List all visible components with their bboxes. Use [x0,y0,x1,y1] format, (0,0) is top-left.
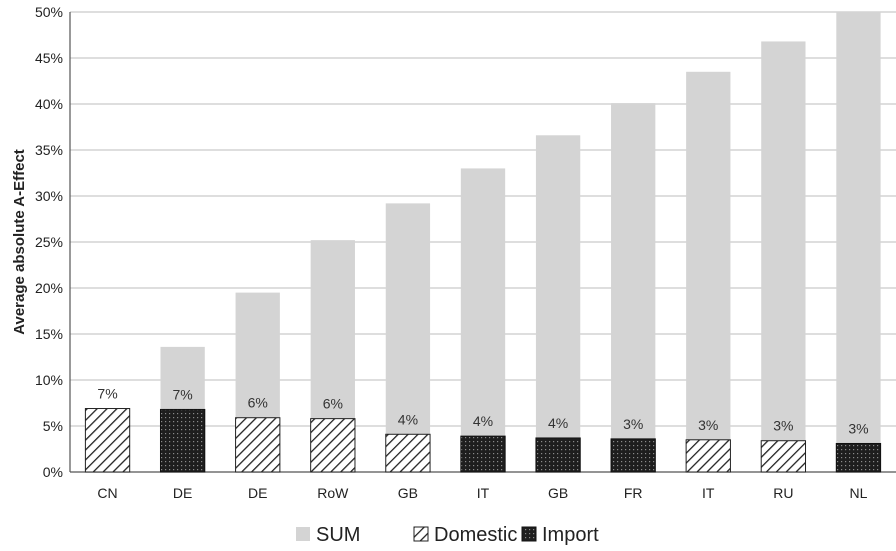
y-tick-label: 30% [35,188,63,204]
bar-sum [836,12,881,472]
legend-item-sum: SUM [296,524,360,546]
data-label: 3% [698,417,718,433]
bar-domestic [235,417,281,473]
legend-swatch [296,527,310,541]
legend-label: SUM [316,524,360,546]
bar-sum [761,41,806,472]
legend-label: Domestic [434,524,517,546]
x-category-label: IT [702,485,715,501]
bar-domestic [760,440,807,473]
bar-sum [460,168,506,472]
x-axis-categories: CN DE DE RoW GB IT GB FR IT RU NL [97,485,867,501]
y-tick-label: 25% [35,234,63,250]
legend-item-import: Import [521,524,599,546]
data-label: 3% [773,418,793,434]
x-category-label: NL [850,485,868,501]
x-category-label: FR [624,485,643,501]
bar-sum [385,203,431,473]
y-tick-label: 0% [43,464,63,480]
x-category-label: DE [248,485,267,501]
bar-import [159,408,206,473]
data-label: 6% [248,395,268,411]
x-category-label: GB [398,485,418,501]
bars [84,12,882,473]
legend-item-domestic: Domestic [413,524,517,546]
y-axis-ticks: 0% 5% 10% 15% 20% 25% 30% 35% 40% 45% 50% [35,4,63,480]
data-label: 3% [848,420,868,436]
data-label: 4% [398,411,418,427]
data-label: 6% [323,396,343,412]
bar-domestic [385,433,431,473]
bar-import [610,438,656,473]
y-tick-label: 15% [35,326,63,342]
data-labels: 7% 7% 6% 6% 4% 4% 4% 3% 3% 3% 3% [97,386,868,437]
legend-swatch [521,526,537,542]
data-label: 4% [473,413,493,429]
x-category-label: CN [97,485,117,501]
data-label: 7% [173,386,193,402]
x-category-label: DE [173,485,192,501]
data-label: 3% [623,416,643,432]
bar-sum [535,135,581,472]
y-tick-label: 45% [35,50,63,66]
y-tick-label: 10% [35,372,63,388]
y-axis-label: Average absolute A-Effect [11,149,28,335]
data-label: 4% [548,415,568,431]
bar-domestic [685,439,731,473]
bar-sum [686,71,731,473]
y-tick-label: 5% [43,418,63,434]
y-tick-label: 35% [35,142,63,158]
x-category-label: IT [477,485,490,501]
bar-import [535,437,581,473]
bar-import [460,435,506,473]
x-category-label: GB [548,485,568,501]
y-tick-label: 40% [35,96,63,112]
bar-sum [611,103,656,472]
y-tick-label: 20% [35,280,63,296]
legend-label: Import [542,524,599,546]
legend: SUM Domestic Import [296,524,599,546]
bar-import [835,442,882,473]
x-category-label: RU [773,485,793,501]
data-label: 7% [97,386,117,402]
bar-domestic [84,408,131,473]
bar-domestic [310,418,356,473]
y-tick-label: 50% [35,4,63,20]
legend-swatch [413,526,429,542]
x-category-label: RoW [317,485,349,501]
